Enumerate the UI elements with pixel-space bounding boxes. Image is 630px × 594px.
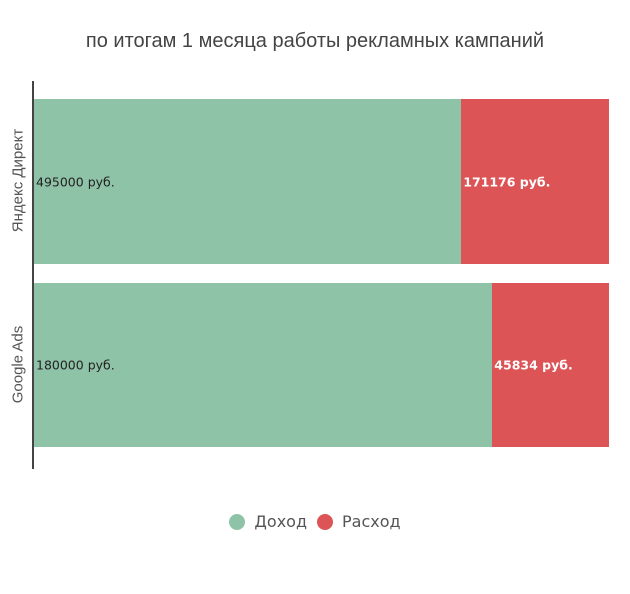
legend-item-expense[interactable]: Расход — [317, 512, 401, 531]
circle-icon — [317, 513, 334, 530]
category-label-yandex: Яндекс Директ — [9, 128, 27, 233]
legend-label: Доход — [254, 512, 308, 531]
data-label: 171176 руб. — [463, 174, 551, 189]
category-label-google: Google Ads — [9, 325, 27, 404]
bar-segment-expense[interactable]: 171176 руб. — [461, 99, 609, 264]
bar-segment-income[interactable]: 495000 руб. — [34, 99, 462, 264]
circle-icon — [229, 513, 246, 530]
bar-row-google: 180000 руб. 45834 руб. — [34, 283, 609, 447]
data-label: 180000 руб. — [36, 357, 115, 373]
legend-item-income[interactable]: Доход — [229, 512, 307, 531]
data-label: 495000 руб. — [36, 174, 115, 189]
bar-row-yandex: 495000 руб. 171176 руб. — [34, 99, 609, 264]
bar-segment-income[interactable]: 180000 руб. — [34, 283, 493, 447]
bar-segment-expense[interactable]: 45834 руб. — [492, 283, 609, 447]
legend: Доход Расход — [0, 512, 630, 531]
y-axis-line — [32, 81, 34, 469]
data-label: 45834 руб. — [494, 357, 573, 373]
legend-label: Расход — [342, 512, 401, 531]
chart-title: по итогам 1 месяца работы рекламных камп… — [85, 30, 545, 52]
